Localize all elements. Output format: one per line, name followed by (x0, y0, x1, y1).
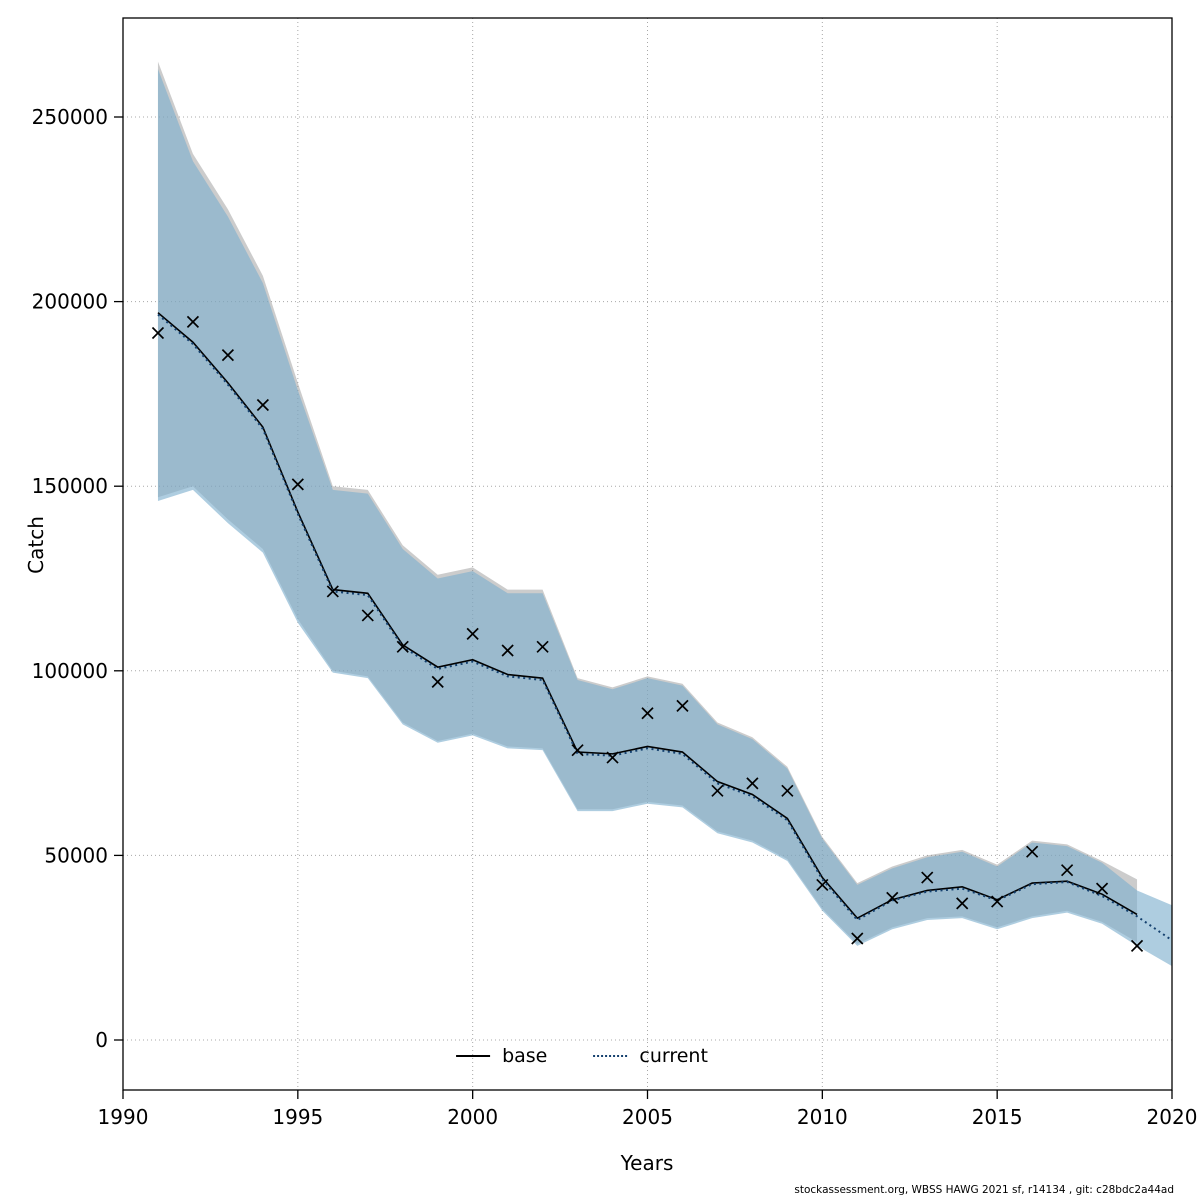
observation-marker (256, 398, 269, 412)
observation-marker (501, 644, 514, 657)
observation-marker (641, 707, 654, 720)
observation-marker (536, 640, 549, 653)
x-tick-label: 2010 (797, 1105, 848, 1129)
y-tick-label: 100000 (32, 659, 108, 683)
legend-label-base: base (502, 1045, 548, 1067)
current-line-sample (593, 1055, 628, 1057)
x-tick-label: 2005 (622, 1105, 673, 1129)
legend-item-base: base (456, 1045, 547, 1067)
x-tick-label: 2020 (1147, 1105, 1198, 1129)
observation-marker (956, 897, 969, 910)
x-tick-label: 2000 (447, 1105, 498, 1129)
y-tick-label: 250000 (32, 105, 108, 129)
x-tick-label: 1990 (98, 1105, 149, 1129)
observation-marker (361, 609, 374, 622)
observation-marker (781, 784, 794, 797)
x-axis-title: Years (620, 1151, 674, 1175)
observation-marker (676, 699, 689, 712)
observation-marker (851, 932, 864, 945)
y-tick-label: 50000 (44, 843, 108, 867)
footer-attribution: stockassessment.org, WBSS HAWG 2021 sf, … (794, 1184, 1174, 1196)
legend: base current (456, 1045, 708, 1067)
observation-marker (221, 349, 235, 362)
observation-marker (466, 627, 479, 640)
observation-marker (151, 326, 165, 340)
current-confidence-band (157, 69, 1172, 967)
observation-marker (326, 585, 339, 598)
observation-marker (1026, 845, 1039, 858)
observation-marker (396, 640, 409, 653)
observation-marker (291, 478, 304, 491)
observation-marker (606, 751, 619, 764)
observation-marker (1060, 864, 1074, 877)
base-line-sample (456, 1055, 491, 1057)
observation-marker (816, 878, 829, 892)
legend-label-current: current (639, 1045, 708, 1067)
observation-marker (711, 784, 724, 797)
observation-marker (1130, 939, 1144, 952)
y-tick-label: 0 (95, 1028, 108, 1052)
y-tick-label: 200000 (32, 290, 108, 314)
observation-marker (186, 315, 200, 329)
y-tick-label: 150000 (32, 474, 108, 498)
legend-item-current: current (593, 1045, 708, 1067)
observation-marker (921, 871, 934, 884)
x-tick-label: 2015 (972, 1105, 1023, 1129)
observation-marker (431, 675, 444, 688)
observation-marker (746, 777, 759, 790)
y-axis-title: Catch (24, 516, 48, 574)
observation-marker (571, 744, 584, 757)
observation-marker (886, 891, 899, 904)
observation-marker (991, 895, 1004, 908)
observation-marker (1095, 882, 1109, 895)
x-tick-label: 1995 (272, 1105, 323, 1129)
